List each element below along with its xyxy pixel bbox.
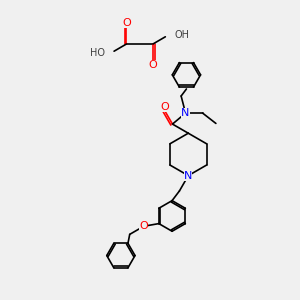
Text: O: O (160, 102, 169, 112)
Text: OH: OH (174, 30, 189, 40)
Text: N: N (184, 171, 193, 181)
Text: O: O (122, 18, 131, 28)
Text: O: O (148, 60, 157, 70)
Text: HO: HO (90, 48, 105, 59)
Text: N: N (182, 108, 190, 118)
Text: O: O (140, 221, 148, 231)
